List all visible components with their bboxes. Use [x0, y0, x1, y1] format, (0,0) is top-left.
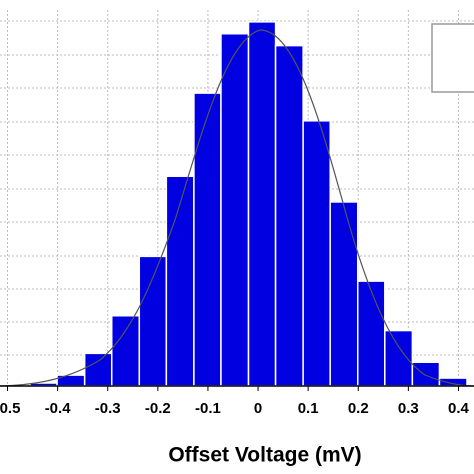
bars — [29, 21, 468, 387]
bar — [165, 175, 195, 387]
x-tick-label: -0.3 — [95, 400, 121, 417]
bar — [384, 329, 414, 387]
x-tick-label: 0 — [254, 400, 262, 417]
x-tick-label: 0.4 — [448, 400, 470, 417]
x-ticks: -0.5 -0.4 -0.3 -0.2 -0.1 0 0.1 0.2 0.3 0.4 — [0, 386, 470, 417]
bar — [247, 21, 277, 387]
bar — [220, 32, 250, 387]
bar — [274, 44, 304, 387]
bar — [110, 314, 141, 387]
x-axis-title: Offset Voltage (mV) — [168, 444, 361, 467]
x-tick-label: -0.2 — [145, 400, 171, 417]
bar — [193, 92, 222, 387]
x-tick-label: 0.1 — [298, 400, 319, 417]
fit-curve — [0, 29, 474, 387]
legend-box — [431, 23, 474, 93]
x-tick-label: 0.2 — [348, 400, 369, 417]
x-tick-label: -0.4 — [45, 400, 72, 417]
bar — [357, 280, 386, 387]
x-tick-label: -0.5 — [0, 400, 20, 417]
x-tick-label: -0.1 — [195, 400, 221, 417]
bar — [411, 361, 441, 387]
bar — [138, 255, 168, 387]
x-tick-label: 0.3 — [398, 400, 419, 417]
bar — [329, 201, 359, 387]
bar — [302, 120, 331, 387]
bar — [83, 352, 113, 387]
